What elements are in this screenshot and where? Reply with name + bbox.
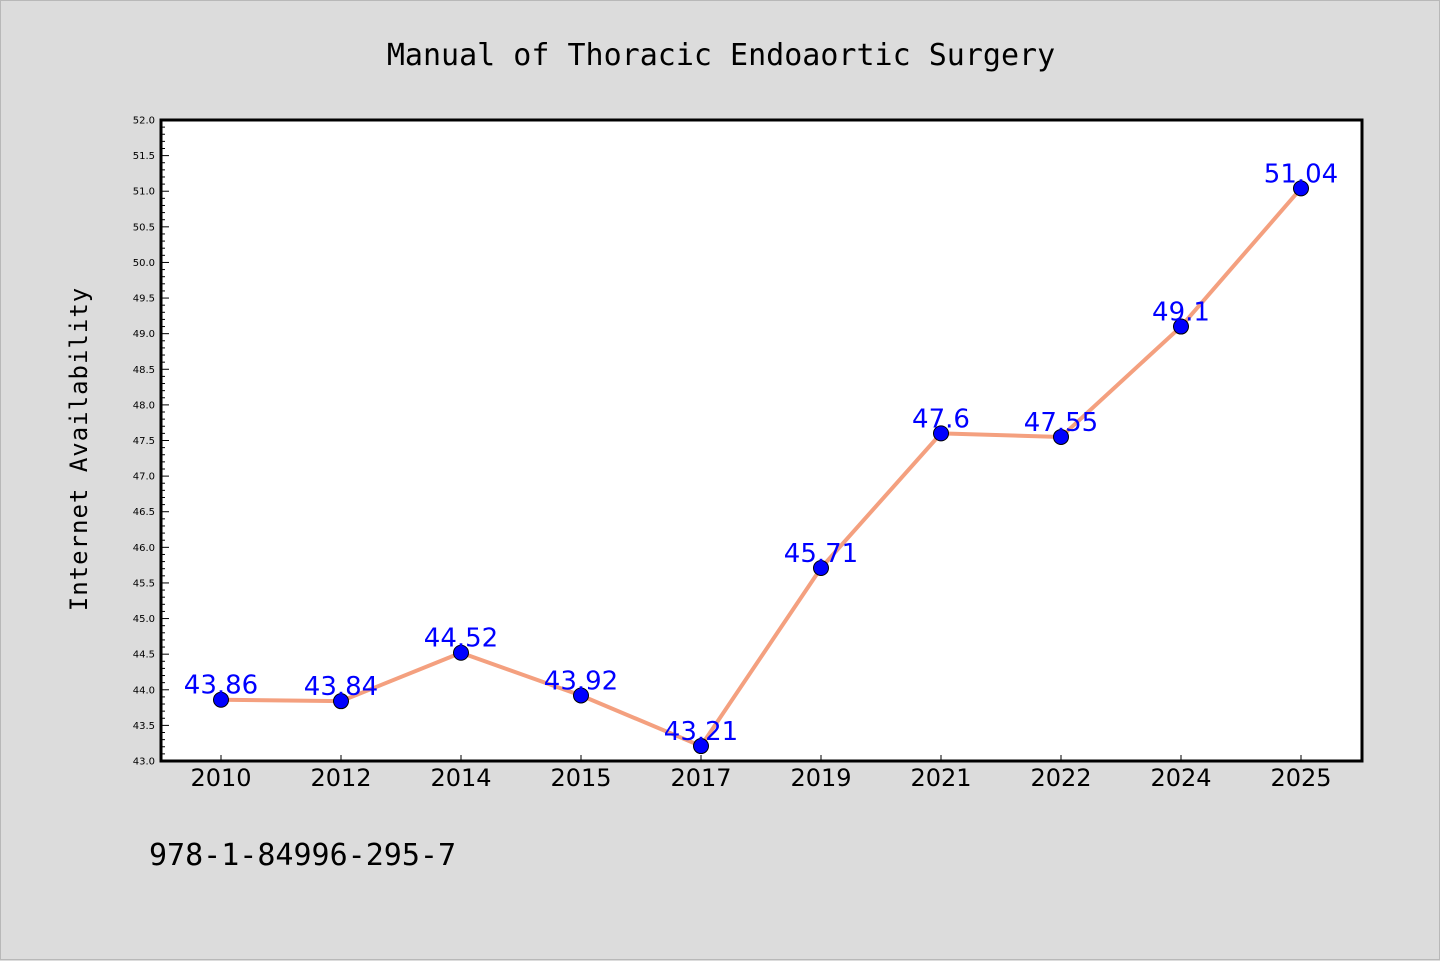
data-label: 43.86 (184, 671, 258, 701)
y-tick-label: 46.5 (133, 507, 155, 518)
data-point-marker (933, 425, 949, 442)
y-tick-label: 46.0 (133, 543, 155, 554)
y-tick-label: 51.0 (133, 187, 155, 198)
data-label: 51.04 (1264, 159, 1338, 189)
y-tick-label: 48.0 (133, 400, 155, 411)
y-axis-label: Internet Availability (65, 287, 93, 611)
y-tick-label: 44.5 (133, 650, 155, 661)
y-tick-label: 44.0 (133, 685, 155, 696)
x-tick-label: 2017 (670, 764, 731, 792)
x-tick-label: 2014 (430, 764, 491, 792)
data-label: 43.21 (664, 717, 738, 747)
data-point-marker (1173, 318, 1189, 335)
data-point-marker (693, 738, 709, 755)
y-tick-label: 49.0 (133, 329, 155, 340)
data-label: 45.71 (784, 539, 858, 569)
data-label: 47.55 (1024, 408, 1098, 438)
y-axis: 43.0 43.5 44.0 44.5 45.0 45.5 46.0 46.5 47.0 47.5… (133, 116, 169, 768)
y-tick-label: 43.5 (133, 721, 155, 732)
y-tick-label: 50.0 (133, 258, 155, 269)
y-tick-label: 47.5 (133, 436, 155, 447)
y-tick-label: 51.5 (133, 151, 155, 162)
x-tick-label: 2021 (910, 764, 971, 792)
footer-isbn: 978-1-84996-295-7 (149, 838, 456, 873)
x-tick-label: 2022 (1030, 764, 1091, 792)
series-line (220, 187, 1303, 749)
x-axis: 2010 2012 2014 2015 2017 2019 2021 2022 2024 2025 (190, 755, 1332, 792)
data-labels: 43.86 43.84 44.52 43.92 43.21 45.71 47.6 47.55 4… (184, 159, 1338, 747)
plot-area (159, 118, 1364, 763)
data-point-marker (1293, 180, 1309, 197)
data-label: 43.92 (544, 666, 618, 696)
x-tick-label: 2012 (310, 764, 371, 792)
y-tick-label: 49.5 (133, 294, 155, 305)
data-label: 47.6 (912, 404, 970, 434)
data-point-marker (813, 559, 829, 576)
data-label: 49.1 (1152, 298, 1210, 328)
x-tick-label: 2025 (1270, 764, 1331, 792)
data-point-marker (213, 691, 229, 708)
x-tick-label: 2015 (550, 764, 611, 792)
y-tick-label: 50.5 (133, 222, 155, 233)
data-point-marker (573, 687, 589, 704)
data-label: 44.52 (424, 624, 498, 654)
chart-title: Manual of Thoracic Endoaortic Surgery (387, 38, 1055, 73)
y-tick-label: 43.0 (133, 757, 155, 768)
x-tick-label: 2024 (1150, 764, 1211, 792)
y-tick-label: 45.5 (133, 578, 155, 589)
data-series (213, 180, 1309, 755)
y-tick-label: 52.0 (133, 116, 155, 127)
data-point-marker (453, 644, 469, 661)
data-point-marker (1053, 428, 1069, 445)
x-tick-label: 2010 (190, 764, 251, 792)
y-tick-label: 47.0 (133, 472, 155, 483)
y-tick-label: 48.5 (133, 365, 155, 376)
data-label: 43.84 (304, 672, 378, 702)
y-tick-label: 45.0 (133, 614, 155, 625)
data-point-marker (333, 693, 349, 710)
x-tick-label: 2019 (790, 764, 851, 792)
